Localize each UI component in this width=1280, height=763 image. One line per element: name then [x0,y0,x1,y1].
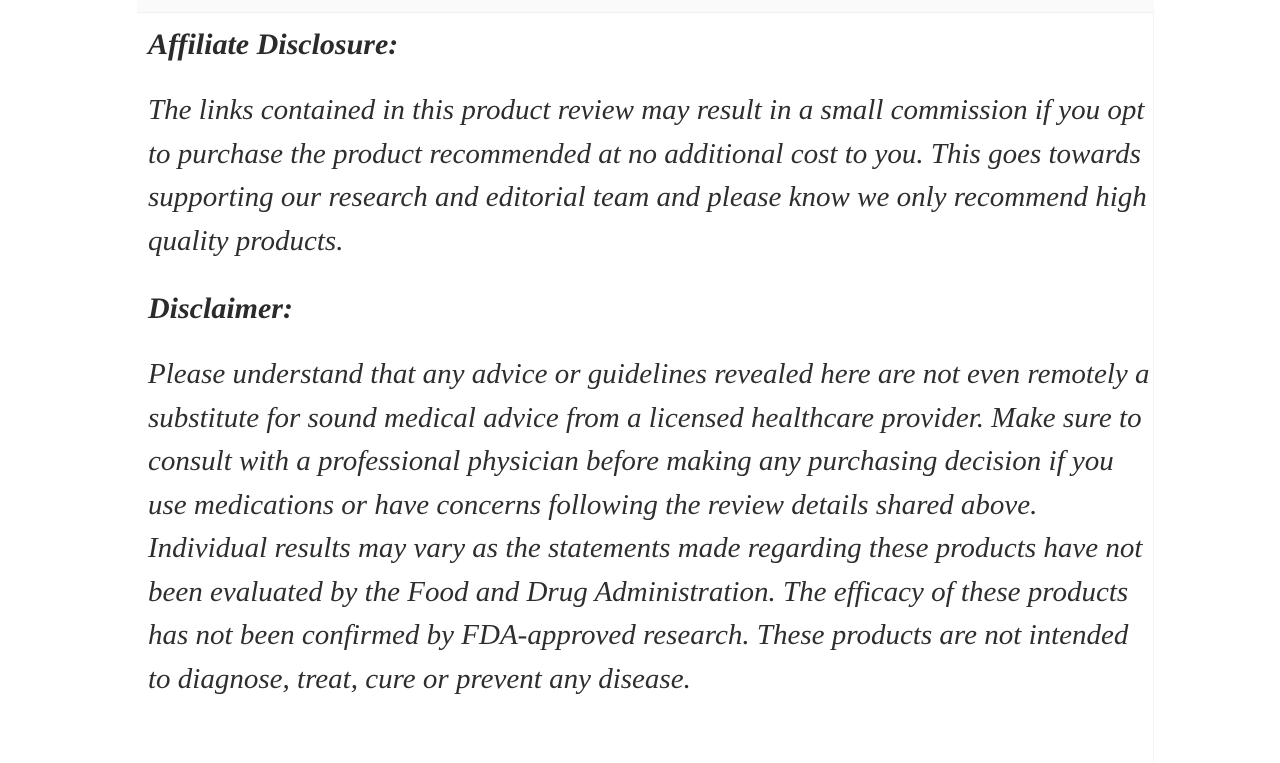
content-column-divider [1153,13,1154,763]
content-card-top-edge [137,0,1154,13]
article-content: Affiliate Disclosure: The links containe… [148,13,1154,729]
affiliate-disclosure-heading: Affiliate Disclosure: [148,28,399,61]
disclaimer-heading: Disclaimer: [148,292,293,325]
disclaimer-text: Please understand that any advice or gui… [148,358,1150,695]
affiliate-disclosure-text: The links contained in this product revi… [148,94,1147,257]
